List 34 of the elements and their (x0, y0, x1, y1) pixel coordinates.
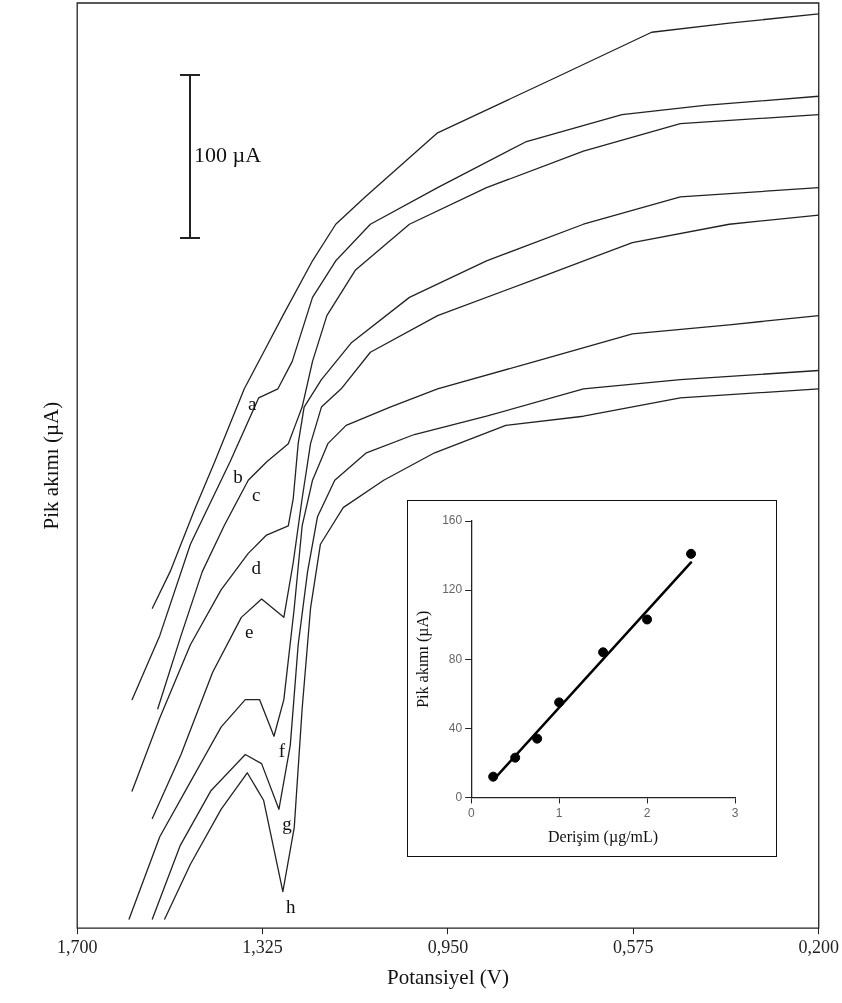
x-tick-label: 1 (555, 805, 563, 820)
y-axis-title: Pik akımı (µA) (413, 610, 432, 708)
x-tick-label: 0,575 (613, 936, 654, 957)
series-label: e (245, 621, 254, 643)
point (510, 752, 521, 763)
series-label: b (233, 465, 243, 487)
point (686, 548, 697, 559)
point (554, 697, 565, 708)
x-axis-title: Derişim (µg/mL) (548, 827, 659, 846)
x-axis-title: Potansiyel (V) (387, 964, 509, 989)
y-tick-label: 80 (448, 651, 463, 666)
series-label: g (282, 813, 293, 835)
point (598, 647, 609, 658)
series-label: d (251, 557, 262, 579)
annotation: 100 µA (194, 142, 262, 168)
series-label: f (278, 740, 286, 762)
series-label: h (286, 895, 297, 917)
point (488, 771, 499, 782)
point (532, 733, 543, 744)
x-tick-label: 0 (467, 805, 475, 820)
point (642, 614, 653, 625)
y-tick-label: 120 (442, 582, 463, 597)
x-tick-label: 0,950 (427, 936, 469, 957)
series-label: a (248, 392, 258, 414)
y-axis-title: Pik akımı (µA) (39, 401, 64, 530)
x-tick-label: 3 (731, 805, 739, 820)
y-tick-label: 40 (448, 720, 463, 735)
y-tick-label: 0 (455, 789, 463, 804)
y-tick-label: 160 (442, 513, 463, 528)
x-tick-label: 1,325 (242, 936, 283, 957)
x-tick-label: 2 (643, 805, 651, 820)
x-tick-label: 1,700 (56, 936, 98, 957)
x-tick-label: 0,200 (798, 936, 839, 957)
series-label: c (252, 484, 261, 506)
